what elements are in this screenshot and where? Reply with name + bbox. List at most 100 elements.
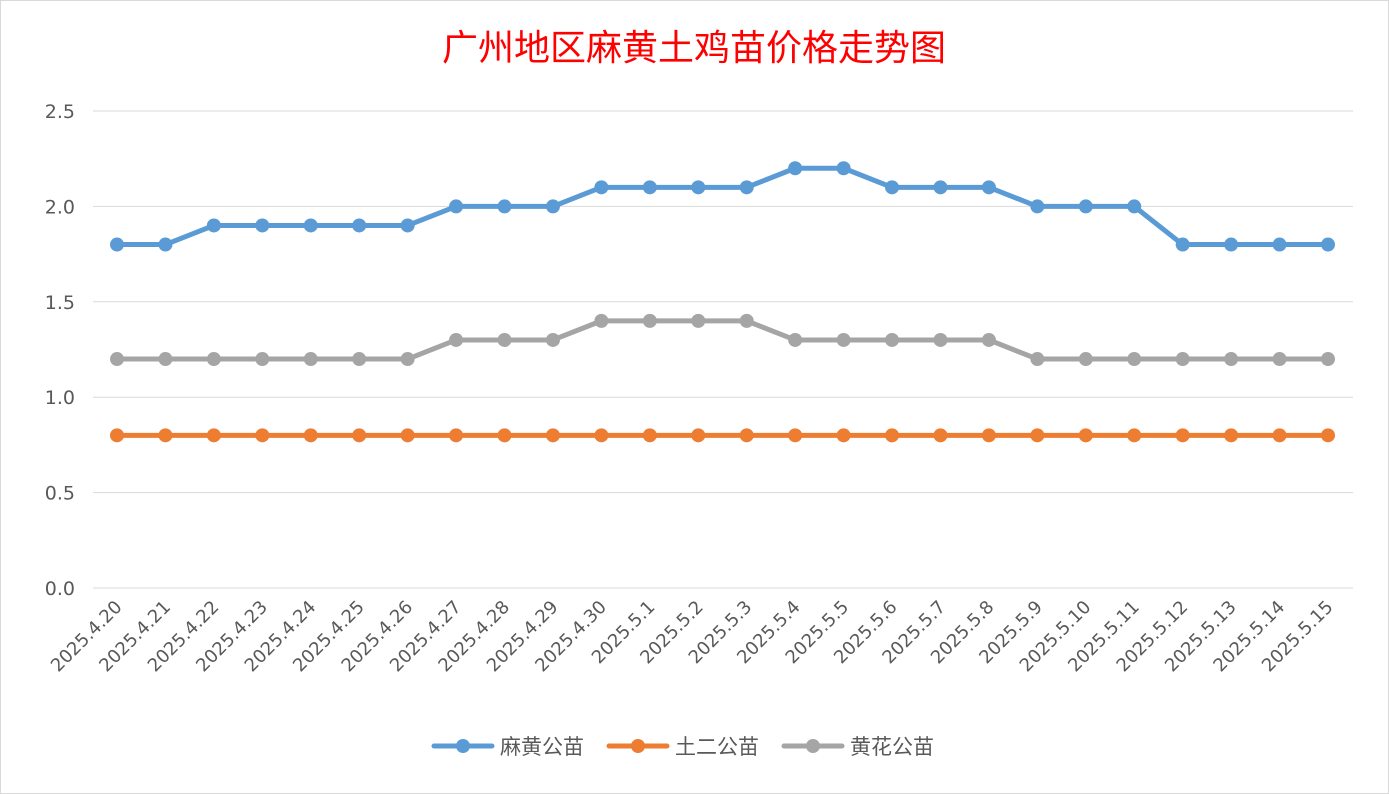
data-point bbox=[206, 428, 221, 443]
legend-swatch-marker bbox=[806, 739, 820, 753]
data-point bbox=[594, 313, 609, 328]
data-point bbox=[158, 428, 173, 443]
data-point bbox=[1175, 428, 1190, 443]
data-point bbox=[691, 180, 706, 195]
data-point bbox=[1321, 352, 1335, 367]
data-point bbox=[1078, 199, 1093, 214]
data-point bbox=[255, 428, 270, 443]
data-point bbox=[788, 332, 803, 347]
y-tick-label: 0.5 bbox=[45, 483, 75, 505]
data-point bbox=[400, 428, 415, 443]
data-point bbox=[449, 332, 464, 347]
data-point bbox=[449, 428, 464, 443]
data-point bbox=[497, 428, 512, 443]
data-point bbox=[352, 428, 367, 443]
data-point bbox=[110, 352, 124, 367]
legend-swatch-marker bbox=[456, 739, 470, 753]
data-point bbox=[206, 352, 221, 367]
data-point bbox=[303, 218, 318, 233]
data-point bbox=[1030, 352, 1045, 367]
series-line bbox=[114, 165, 1331, 248]
data-point bbox=[158, 237, 173, 252]
data-point bbox=[594, 180, 609, 195]
data-point bbox=[545, 332, 560, 347]
data-point bbox=[255, 352, 270, 367]
data-point bbox=[788, 161, 803, 176]
data-point bbox=[1272, 237, 1287, 252]
legend-label: 土二公苗 bbox=[675, 735, 759, 759]
data-point bbox=[642, 428, 657, 443]
series-3 bbox=[110, 313, 1335, 367]
data-point bbox=[1078, 428, 1093, 443]
data-point bbox=[933, 180, 948, 195]
data-point bbox=[1272, 428, 1287, 443]
data-point bbox=[885, 180, 900, 195]
legend-label: 麻黄公苗 bbox=[500, 735, 584, 759]
data-point bbox=[691, 313, 706, 328]
data-point bbox=[1321, 237, 1335, 252]
data-point bbox=[885, 332, 900, 347]
data-point bbox=[642, 180, 657, 195]
data-point bbox=[981, 428, 996, 443]
data-point bbox=[352, 352, 367, 367]
data-point bbox=[885, 428, 900, 443]
data-point bbox=[739, 180, 754, 195]
data-point bbox=[981, 180, 996, 195]
data-point bbox=[594, 428, 609, 443]
data-point bbox=[400, 352, 415, 367]
data-point bbox=[545, 428, 560, 443]
chart-title: 广州地区麻黄土鸡苗价格走势图 bbox=[442, 28, 946, 69]
data-point bbox=[497, 332, 512, 347]
data-point bbox=[642, 313, 657, 328]
data-point bbox=[449, 199, 464, 214]
data-point bbox=[836, 332, 851, 347]
data-point bbox=[1272, 352, 1287, 367]
data-point bbox=[1224, 352, 1239, 367]
legend-item: 麻黄公苗 bbox=[431, 735, 584, 759]
data-point bbox=[255, 218, 270, 233]
data-point bbox=[1127, 352, 1142, 367]
data-point bbox=[545, 199, 560, 214]
data-point bbox=[303, 428, 318, 443]
legend: 麻黄公苗 土二公苗 黄花公苗 bbox=[431, 735, 934, 759]
series-line bbox=[114, 318, 1331, 362]
data-point bbox=[1321, 428, 1335, 443]
legend-swatch-marker bbox=[631, 739, 645, 753]
data-point bbox=[739, 313, 754, 328]
data-point bbox=[400, 218, 415, 233]
data-point bbox=[933, 428, 948, 443]
data-point bbox=[303, 352, 318, 367]
y-tick-label: 0.0 bbox=[45, 578, 75, 600]
data-point bbox=[206, 218, 221, 233]
data-point bbox=[1224, 428, 1239, 443]
data-point bbox=[1078, 352, 1093, 367]
data-point bbox=[110, 237, 124, 252]
legend-label: 黄花公苗 bbox=[850, 735, 934, 759]
data-point bbox=[1127, 428, 1142, 443]
legend-item: 黄花公苗 bbox=[781, 735, 934, 759]
data-point bbox=[788, 428, 803, 443]
data-point bbox=[836, 161, 851, 176]
data-point bbox=[739, 428, 754, 443]
data-point bbox=[1175, 237, 1190, 252]
y-axis-ticks: 0.0 0.5 1.0 1.5 2.0 2.5 bbox=[45, 101, 75, 600]
data-point bbox=[158, 352, 173, 367]
data-point bbox=[352, 218, 367, 233]
series-2 bbox=[110, 428, 1335, 443]
data-point bbox=[1030, 199, 1045, 214]
data-point bbox=[1127, 199, 1142, 214]
data-point bbox=[1224, 237, 1239, 252]
y-tick-label: 2.5 bbox=[45, 101, 75, 123]
data-point bbox=[110, 428, 124, 443]
series-1 bbox=[110, 161, 1335, 252]
y-tick-label: 2.0 bbox=[45, 196, 75, 218]
data-point bbox=[836, 428, 851, 443]
data-point bbox=[691, 428, 706, 443]
gridlines bbox=[93, 110, 1353, 589]
y-tick-label: 1.0 bbox=[45, 387, 75, 409]
legend-item: 土二公苗 bbox=[606, 735, 759, 759]
series-group bbox=[110, 161, 1335, 443]
data-point bbox=[497, 199, 512, 214]
data-point bbox=[933, 332, 948, 347]
